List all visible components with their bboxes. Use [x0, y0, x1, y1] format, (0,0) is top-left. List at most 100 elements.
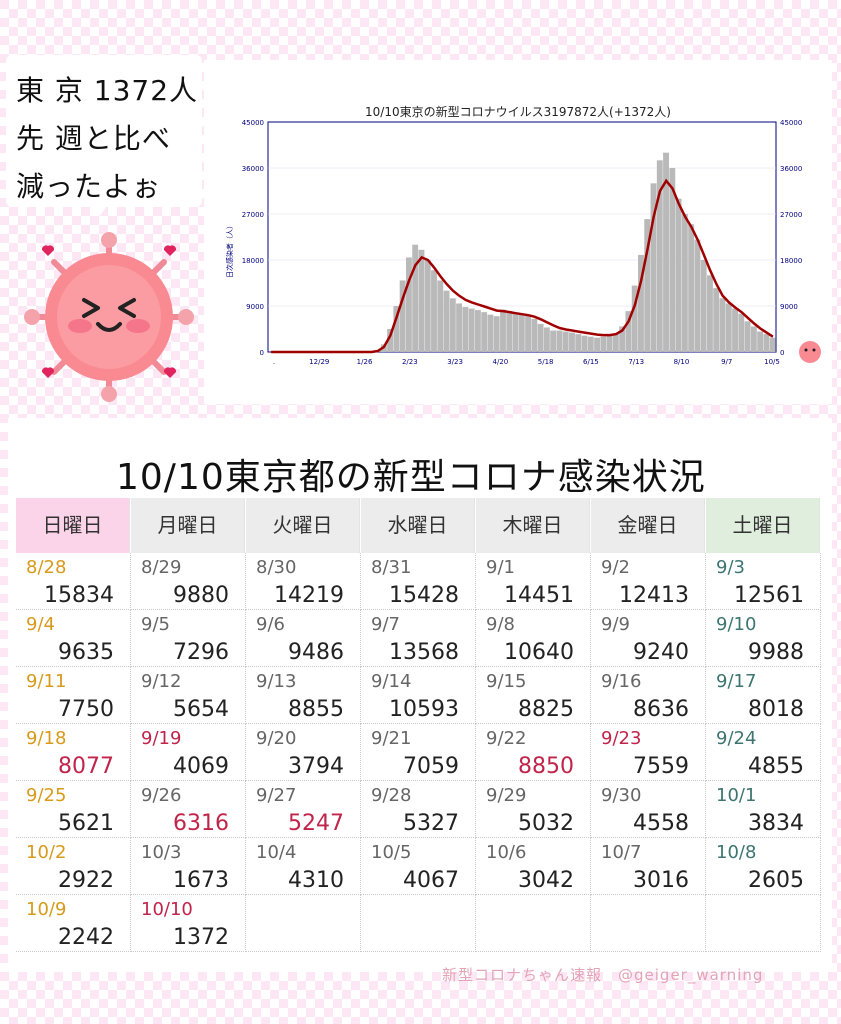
day-date: 10/4: [256, 842, 297, 863]
day-date: 9/15: [486, 671, 527, 692]
day-date: 9/13: [256, 671, 297, 692]
day-case-count: 12413: [619, 583, 689, 608]
day-date: 9/19: [141, 728, 182, 749]
daily-bar: [581, 335, 588, 352]
day-cell: 8/31 15428: [361, 553, 476, 610]
day-cell: 9/8 10640: [476, 610, 591, 667]
day-date: 9/16: [601, 671, 642, 692]
daily-bar: [594, 337, 600, 352]
day-date: 9/2: [601, 557, 630, 578]
day-date: 9/4: [26, 614, 55, 635]
day-cell: 9/1 14451: [476, 553, 591, 610]
y-tick-label: 18000: [780, 257, 802, 265]
day-date: 9/8: [486, 614, 515, 635]
day-cell: 10/4 4310: [246, 838, 361, 895]
day-date: 10/9: [26, 899, 67, 920]
day-date: 9/25: [26, 785, 67, 806]
day-cell: 9/15 8825: [476, 667, 591, 724]
daily-bar: [725, 303, 732, 352]
daily-bar: [424, 260, 431, 352]
daily-bar: [468, 308, 475, 352]
day-case-count: 9240: [633, 640, 689, 665]
day-case-count: 7059: [403, 754, 459, 779]
day-date: 8/31: [371, 557, 412, 578]
daily-bar: [387, 329, 394, 352]
x-tick-label: 2/23: [402, 358, 418, 366]
speech-bubble: 東 京 1372人 先 週と比べ 減ったよぉ: [6, 55, 202, 207]
day-case-count: 9486: [288, 640, 344, 665]
x-tick-label: 9/7: [721, 358, 732, 366]
day-case-count: 2605: [748, 868, 804, 893]
day-date: 9/6: [256, 614, 285, 635]
day-cell: 9/9 9240: [591, 610, 706, 667]
weekday-header: 火曜日: [246, 498, 360, 553]
daily-bar: [474, 310, 481, 352]
day-date: 9/1: [486, 557, 515, 578]
day-date: 9/28: [371, 785, 412, 806]
day-case-count: 8636: [633, 697, 689, 722]
daily-bar: [412, 244, 419, 352]
day-date: 9/12: [141, 671, 182, 692]
y-tick-label: 9000: [246, 303, 264, 311]
day-date: 9/21: [371, 728, 412, 749]
day-date: 9/11: [26, 671, 67, 692]
y-tick-label: 0: [260, 349, 264, 357]
daily-bar: [481, 312, 488, 352]
daily-bar: [393, 306, 400, 352]
day-cell: 9/26 6316: [131, 781, 246, 838]
day-case-count: 5247: [288, 811, 344, 836]
day-cell: 9/3 12561: [706, 553, 821, 610]
daily-bar: [694, 239, 701, 352]
y-tick-label: 36000: [780, 165, 802, 173]
x-tick-label: .: [273, 358, 275, 366]
x-tick-label: 6/15: [583, 358, 599, 366]
daily-bar: [675, 198, 682, 352]
x-tick-label: 3/23: [447, 358, 463, 366]
day-case-count: 8825: [518, 697, 574, 722]
x-tick-label: 5/18: [538, 358, 554, 366]
bubble-line-2: 先 週と比べ: [16, 122, 171, 155]
day-date: 9/26: [141, 785, 182, 806]
day-cell: 9/30 4558: [591, 781, 706, 838]
day-cell: 8/29 9880: [131, 553, 246, 610]
day-cell: 9/22 8850: [476, 724, 591, 781]
daily-bar: [418, 249, 425, 352]
y-tick-label: 36000: [242, 165, 264, 173]
day-case-count: 4558: [633, 811, 689, 836]
day-case-count: 14219: [274, 583, 344, 608]
day-case-count: 9988: [748, 640, 804, 665]
weekday-header: 木曜日: [476, 498, 590, 553]
daily-bar: [700, 260, 707, 352]
daily-bar: [757, 331, 764, 352]
day-cell: 9/12 5654: [131, 667, 246, 724]
daily-bar: [437, 280, 444, 352]
day-case-count: 14451: [504, 583, 574, 608]
daily-bar: [531, 318, 538, 352]
day-cell: 9/14 10593: [361, 667, 476, 724]
day-cell: 9/4 9635: [16, 610, 131, 667]
bubble-line-3: 減ったよぉ: [16, 170, 162, 203]
day-cell: 10/7 3016: [591, 838, 706, 895]
day-case-count: 15428: [389, 583, 459, 608]
day-date: 9/27: [256, 785, 297, 806]
day-cell: 8/28 15834: [16, 553, 131, 610]
weekday-header: 水曜日: [361, 498, 475, 553]
y-axis-label: 日次感染者（人）: [225, 222, 234, 278]
daily-bar: [556, 330, 563, 352]
day-cell: [591, 895, 706, 952]
moving-average-line: [271, 178, 774, 354]
daily-bar: [493, 316, 500, 352]
day-date: 9/14: [371, 671, 412, 692]
y-tick-label: 45000: [242, 119, 264, 127]
day-cell: 10/8 2605: [706, 838, 821, 895]
daily-bar: [688, 224, 695, 352]
cases-chart: 10/10東京の新型コロナウイルス3197872人(+1372人) 日次感染者（…: [225, 104, 821, 366]
day-case-count: 2242: [58, 925, 114, 950]
day-date: 9/23: [601, 728, 642, 749]
day-case-count: 5032: [518, 811, 574, 836]
daily-bar: [606, 335, 613, 352]
day-cell: 9/11 7750: [16, 667, 131, 724]
day-date: 9/5: [141, 614, 170, 635]
weekday-header: 月曜日: [131, 498, 245, 553]
x-tick-label: 8/10: [674, 358, 690, 366]
